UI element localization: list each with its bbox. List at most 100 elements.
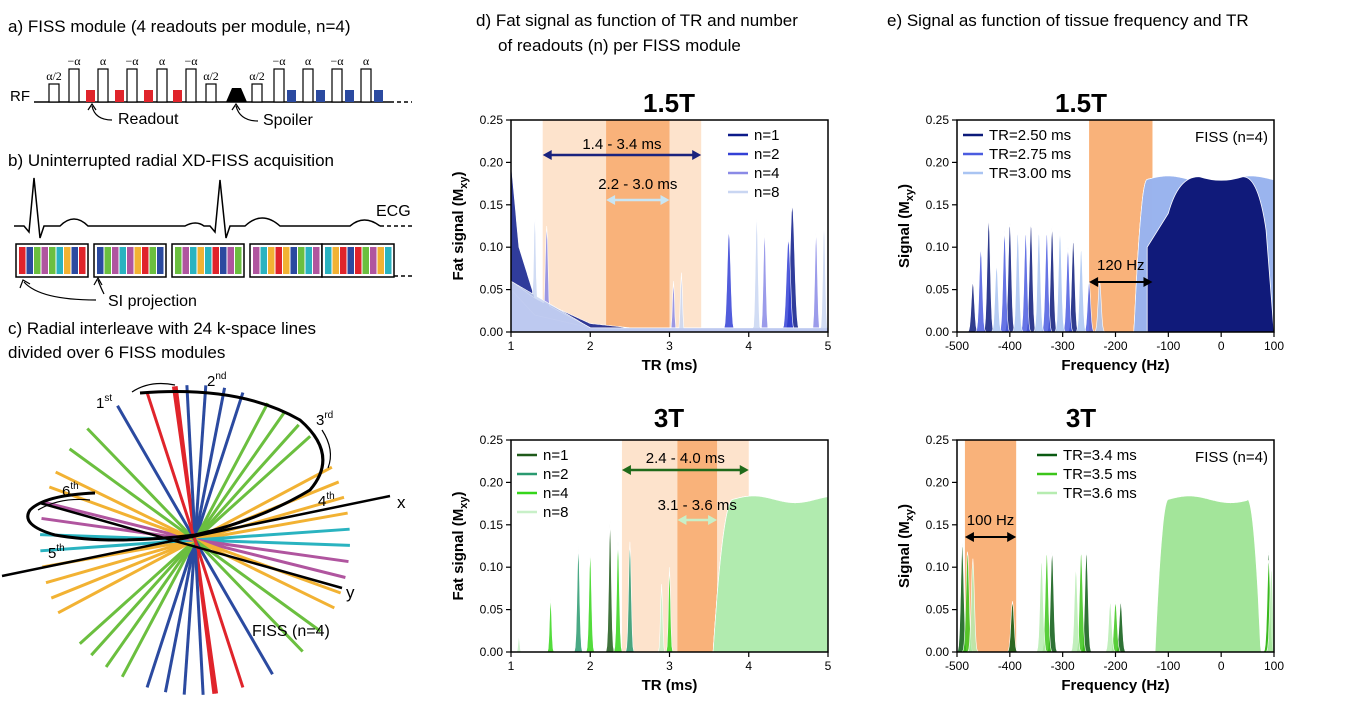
x-tick-label: -300 bbox=[1051, 659, 1075, 673]
legend-label: n=8 bbox=[754, 184, 779, 201]
panel-c-title-line1: c) Radial interleave with 24 k-space lin… bbox=[8, 319, 316, 338]
fiss-module-stripe bbox=[56, 247, 63, 274]
y-tick-label: 0.25 bbox=[926, 113, 950, 127]
x-tick-label: 100 bbox=[1264, 659, 1284, 673]
fiss-module-stripe bbox=[104, 247, 111, 274]
legend-label: n=4 bbox=[543, 485, 568, 502]
y-axis-line bbox=[39, 501, 343, 590]
y-tick-label: 0.20 bbox=[926, 475, 950, 489]
fiss-module-stripe bbox=[134, 247, 141, 274]
x-tick-label: -500 bbox=[945, 339, 969, 353]
fiss-module-stripe bbox=[305, 247, 312, 274]
series-area-n=8 bbox=[510, 213, 829, 333]
legend-label: TR=3.5 ms bbox=[1063, 466, 1137, 483]
rf-pulse bbox=[68, 68, 80, 103]
fiss-module-stripe bbox=[355, 247, 362, 274]
fiss-module-stripe bbox=[205, 247, 212, 274]
legend-label: n=1 bbox=[543, 447, 568, 464]
band-label: 1.4 - 3.4 ms bbox=[582, 136, 661, 153]
fiss-module-stripe bbox=[19, 247, 26, 274]
fiss-module-stripe bbox=[268, 247, 275, 274]
band-arrowhead bbox=[660, 195, 670, 205]
rf-pulse bbox=[205, 83, 217, 103]
readout-block bbox=[86, 90, 95, 102]
rf-flip-angle: α/2 bbox=[46, 69, 62, 83]
fiss-module-stripe bbox=[283, 247, 290, 274]
highlight-band bbox=[677, 440, 718, 652]
k-space-spoke bbox=[145, 392, 245, 688]
panel-b-title: b) Uninterrupted radial XD-FISS acquisit… bbox=[8, 151, 334, 170]
panel-d-title-line1: d) Fat signal as function of TR and numb… bbox=[476, 11, 798, 30]
x-tick-label: -300 bbox=[1051, 339, 1075, 353]
chart-signal-frequency-1.5T: 0.00 0.05 0.10 0.15 0.20 0.25 -500 -400 -300 -200… bbox=[896, 113, 1284, 374]
ordinal-1st: 1st bbox=[96, 393, 112, 412]
legend-label: n=2 bbox=[543, 466, 568, 483]
y-tick-label: 0.10 bbox=[480, 240, 504, 254]
arrow-3rd bbox=[321, 429, 332, 469]
band-label: 2.4 - 4.0 ms bbox=[646, 450, 725, 467]
spoiler-label: Spoiler bbox=[263, 112, 313, 129]
rf-pulse bbox=[126, 68, 138, 103]
x-tick-label: 3 bbox=[666, 659, 673, 673]
fiss-module-stripe bbox=[212, 247, 219, 274]
fiss-module-stripe bbox=[220, 247, 227, 274]
fiss-module-stripe bbox=[149, 247, 156, 274]
legend-label: TR=3.4 ms bbox=[1063, 447, 1137, 464]
fiss-module-stripe bbox=[26, 247, 33, 274]
ecg-trace bbox=[14, 177, 381, 239]
spoiler-arrow bbox=[235, 105, 259, 122]
si-arrow-2-head bbox=[93, 276, 103, 286]
x-tick-label: 2 bbox=[587, 659, 594, 673]
chart-signal-frequency-3T: 0.00 0.05 0.10 0.15 0.20 0.25 -500 -400 -300 -200… bbox=[896, 433, 1284, 694]
rf-pulse bbox=[360, 68, 372, 103]
panel-b: b) Uninterrupted radial XD-FISS acquisit… bbox=[8, 151, 412, 310]
band-arrowhead bbox=[692, 150, 702, 160]
panel-a: a) FISS module (4 readouts per module, n… bbox=[8, 17, 412, 129]
rf-pulse bbox=[331, 68, 343, 103]
ecg-label: ECG bbox=[376, 203, 411, 220]
ordinal-5th: 5th bbox=[48, 543, 65, 562]
rf-pulse-train: α/2 −α α −α α −α α/2 α/2 −α α −α α bbox=[46, 54, 383, 103]
fiss-module-stripe bbox=[370, 247, 377, 274]
ordinal-6th: 6th bbox=[62, 481, 79, 500]
y-tick-label: 0.20 bbox=[480, 155, 504, 169]
axis-x-label: x bbox=[397, 493, 406, 512]
x-axis-label: TR (ms) bbox=[642, 357, 698, 374]
y-tick-label: 0.05 bbox=[926, 283, 950, 297]
fiss-module-stripe bbox=[41, 247, 48, 274]
x-tick-label: -400 bbox=[998, 339, 1022, 353]
fiss-module-stripe bbox=[298, 247, 305, 274]
chart-fat-signal-1.5T: 0.00 0.05 0.10 0.15 0.20 0.25 1 2 3 4 5 TR (ms) Fat … bbox=[450, 113, 832, 374]
x-tick-label: 5 bbox=[825, 659, 832, 673]
chart-fat-signal-3T: 0.00 0.05 0.10 0.15 0.20 0.25 1 2 3 4 5 TR (ms) Fat … bbox=[450, 433, 832, 694]
fiss-annotation: FISS (n=4) bbox=[1195, 449, 1268, 466]
readout-block bbox=[316, 90, 325, 102]
legend-label: n=8 bbox=[543, 504, 568, 521]
y-tick-label: 0.15 bbox=[480, 518, 504, 532]
band-label: 120 Hz bbox=[1097, 257, 1145, 274]
fiss-module-stripe bbox=[340, 247, 347, 274]
fiss-module-stripe bbox=[49, 247, 56, 274]
x-tick-label: 1 bbox=[508, 339, 515, 353]
y-tick-label: 0.00 bbox=[926, 645, 950, 659]
y-axis-label: Fat signal (Mxy) bbox=[450, 172, 470, 281]
rf-pulse bbox=[156, 68, 168, 103]
x-tick-label: 100 bbox=[1264, 339, 1284, 353]
panel-d-title-line2: of readouts (n) per FISS module bbox=[498, 36, 741, 55]
fiss-module-stripe bbox=[64, 247, 71, 274]
fiss-module-stripe bbox=[127, 247, 134, 274]
fiss-module-stripe bbox=[325, 247, 332, 274]
field-label-d-3T: 3T bbox=[654, 403, 684, 433]
y-tick-label: 0.05 bbox=[926, 603, 950, 617]
field-label-e-15T: 1.5T bbox=[1055, 88, 1107, 118]
spoiler-gradient bbox=[226, 88, 247, 102]
x-tick-label: 5 bbox=[825, 339, 832, 353]
fiss-module-stripe bbox=[175, 247, 182, 274]
fiss-module-stripe bbox=[227, 247, 234, 274]
fiss-module-stripe bbox=[119, 247, 126, 274]
arrow-1st bbox=[131, 382, 176, 393]
legend-label: n=2 bbox=[754, 146, 779, 163]
rf-flip-angle: −α bbox=[330, 54, 344, 68]
si-arrow-1 bbox=[23, 281, 97, 301]
x-tick-label: 2 bbox=[587, 339, 594, 353]
